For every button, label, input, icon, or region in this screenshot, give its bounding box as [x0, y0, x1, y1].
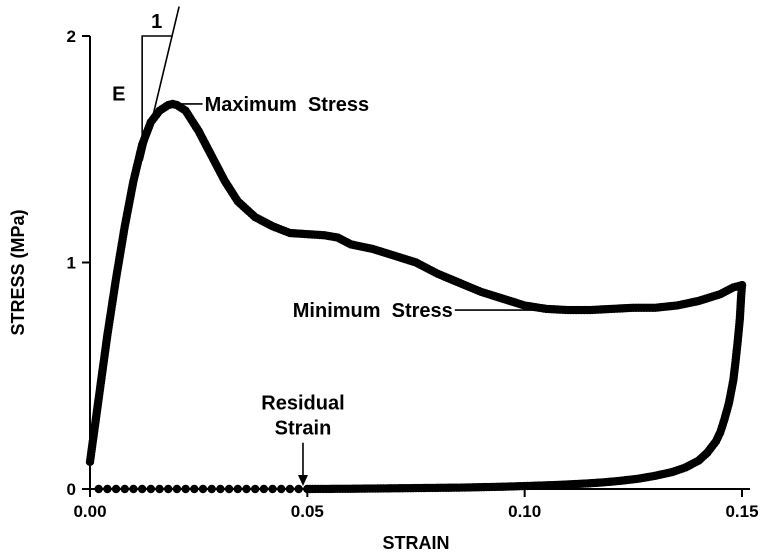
y-tick-label: 1 [67, 254, 76, 273]
baseline-point [155, 484, 164, 494]
baseline-point [198, 484, 208, 494]
modulus-e-label: E [112, 84, 125, 106]
x-tick-label: 0.10 [508, 502, 541, 521]
axis-ticks: 0 1 2 0.00 0.05 0.10 0.15 [67, 27, 759, 521]
minimum-stress-label: Minimum Stress [293, 300, 453, 322]
x-axis-title: STRAIN [383, 533, 450, 553]
baseline-point [146, 484, 156, 494]
baseline-point [207, 484, 216, 494]
baseline-point [137, 484, 147, 494]
baseline-point [164, 484, 173, 494]
slope-triangle [141, 35, 173, 161]
baseline-point [103, 484, 112, 494]
baseline-point [129, 484, 138, 494]
maximum-stress-label: Maximum Stress [205, 94, 370, 116]
modulus-tangent-line [141, 6, 180, 161]
y-axis-title: STRESS (MPa) [8, 209, 28, 335]
residual-strain-label-line2: Strain [275, 418, 332, 440]
residual-strain-arrowhead [297, 475, 308, 486]
x-tick-label: 0.15 [725, 502, 758, 521]
y-tick-label: 0 [67, 480, 76, 499]
baseline-point [268, 484, 277, 494]
slope-run-label: 1 [151, 11, 162, 33]
baseline-point [216, 484, 225, 494]
baseline-point [250, 484, 260, 494]
unloading-point [303, 484, 312, 494]
baseline-point [181, 484, 190, 494]
y-tick-label: 2 [67, 27, 76, 46]
baseline-point [259, 484, 269, 494]
baseline-point [277, 484, 286, 494]
residual-strain-label-line1: Residual [261, 393, 344, 415]
baseline-point [224, 484, 234, 494]
baseline-point [111, 484, 121, 494]
baseline-point [242, 484, 251, 494]
x-tick-label: 0.05 [291, 502, 324, 521]
x-tick-label: 0.00 [73, 502, 106, 521]
baseline-point [285, 484, 295, 494]
baseline-point [233, 484, 242, 494]
baseline-point [94, 484, 103, 494]
baseline-point [190, 484, 199, 494]
annotations: 1 E Maximum Stress Minimum Stress Residu… [112, 6, 587, 486]
baseline-point [120, 484, 129, 494]
baseline-point [172, 484, 182, 494]
data-markers [85, 99, 747, 494]
baseline-point [294, 484, 303, 494]
